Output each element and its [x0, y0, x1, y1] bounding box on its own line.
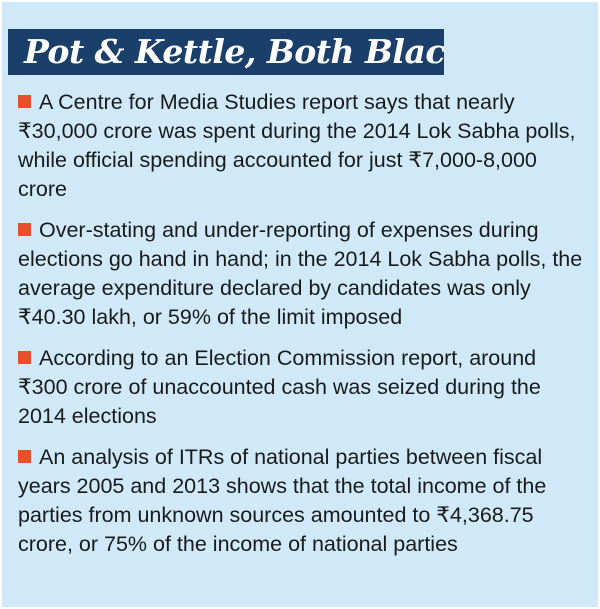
- bullet-item-2: Over-stating and under-reporting of expe…: [18, 216, 588, 332]
- bullet-list: A Centre for Media Studies report says t…: [18, 88, 588, 571]
- square-bullet-icon: [18, 351, 31, 364]
- square-bullet-icon: [18, 95, 31, 108]
- bullet-item-1: A Centre for Media Studies report says t…: [18, 88, 588, 204]
- bullet-item-4: An analysis of ITRs of national parties …: [18, 443, 588, 559]
- bullet-text-3: According to an Election Commission repo…: [18, 346, 541, 428]
- bullet-text-4: An analysis of ITRs of national parties …: [18, 445, 547, 556]
- bullet-text-1: A Centre for Media Studies report says t…: [18, 90, 576, 201]
- infobox-title: Pot & Kettle, Both Black: [8, 29, 444, 75]
- square-bullet-icon: [18, 223, 31, 236]
- square-bullet-icon: [18, 450, 31, 463]
- bullet-text-2: Over-stating and under-reporting of expe…: [18, 218, 583, 329]
- bullet-item-3: According to an Election Commission repo…: [18, 344, 588, 431]
